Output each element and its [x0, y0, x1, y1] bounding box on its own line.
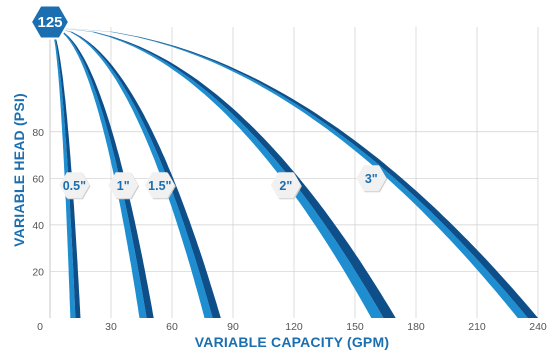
pipe-size-curves: [50, 27, 538, 318]
curve-band-dark: [50, 27, 154, 318]
pipe-size-labels: 0.5" 1" 1.5" 2" 3": [59, 165, 388, 200]
size-label-hex: [144, 172, 175, 199]
x-axis-ticks: 0 30 60 90 120 150 180 210 240: [37, 321, 547, 333]
curve-band-light: [50, 27, 76, 318]
curve-2: [50, 27, 154, 318]
x-tick-label: 90: [227, 321, 239, 333]
size-label-text: 3": [365, 172, 378, 186]
x-axis-title: VARIABLE CAPACITY (GPM): [195, 334, 389, 350]
x-tick-label: 0: [37, 321, 43, 333]
curve-band-light: [50, 27, 147, 318]
size-label-text: 1.5": [148, 179, 171, 193]
size-label-hex: [108, 172, 139, 199]
x-tick-label: 210: [468, 321, 486, 333]
size-label-3: 1.5": [144, 172, 176, 200]
max-head-badge: 125: [29, 4, 71, 40]
size-label-4: 2": [270, 172, 302, 200]
size-label-hex: [356, 165, 387, 192]
y-tick-label: 60: [32, 173, 44, 185]
max-head-label: 125: [37, 14, 62, 31]
size-label-hex: [270, 172, 301, 199]
y-tick-label: 80: [32, 127, 44, 139]
x-tick-label: 30: [105, 321, 117, 333]
x-tick-label: 150: [346, 321, 364, 333]
size-label-2: 1": [108, 172, 140, 200]
curve-band-light: [50, 27, 384, 318]
curve-band-dark: [50, 27, 396, 318]
size-label-1: 0.5": [59, 172, 91, 200]
curve-1: [50, 27, 81, 318]
curve-4: [50, 27, 396, 318]
size-label-hex: [59, 172, 90, 199]
x-tick-label: 240: [529, 321, 547, 333]
y-tick-label: 20: [32, 266, 44, 278]
size-label-text: 0.5": [63, 179, 86, 193]
y-axis-ticks: 20 40 60 80: [32, 127, 44, 279]
max-head-badge-shape: [29, 4, 71, 40]
size-label-text: 1": [117, 179, 130, 193]
curve-band-dark: [50, 27, 81, 318]
x-tick-label: 120: [285, 321, 303, 333]
size-label-5: 3": [356, 165, 388, 193]
y-tick-label: 40: [32, 220, 44, 232]
x-tick-label: 60: [166, 321, 178, 333]
x-tick-label: 180: [407, 321, 425, 333]
y-axis-title: VARIABLE HEAD (PSI): [11, 93, 27, 247]
size-label-text: 2": [279, 179, 292, 193]
